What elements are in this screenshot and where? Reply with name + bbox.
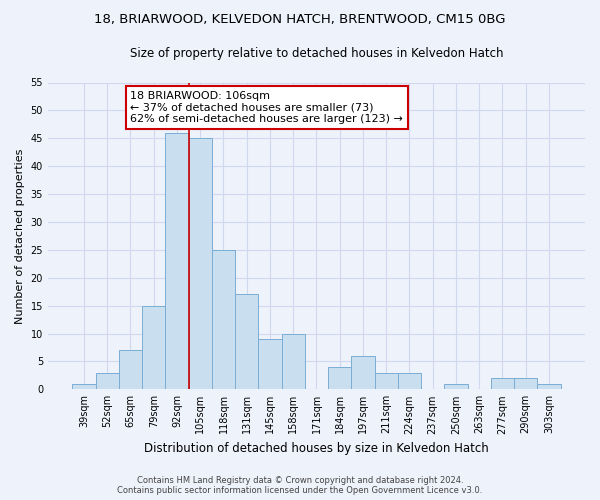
Bar (235, 294, 259, 390)
Bar (374, 372, 398, 390)
Bar (445, 384, 467, 390)
Bar (538, 384, 560, 390)
Bar (73, 384, 95, 390)
Bar (328, 367, 352, 390)
Bar (188, 138, 212, 390)
Bar (166, 132, 188, 390)
Text: 18, BRIARWOOD, KELVEDON HATCH, BRENTWOOD, CM15 0BG: 18, BRIARWOOD, KELVEDON HATCH, BRENTWOOD… (94, 12, 506, 26)
X-axis label: Distribution of detached houses by size in Kelvedon Hatch: Distribution of detached houses by size … (144, 442, 489, 455)
Bar (398, 372, 421, 390)
Bar (514, 378, 538, 390)
Bar (259, 339, 281, 390)
Bar (491, 378, 514, 390)
Bar (352, 356, 374, 390)
Text: 18 BRIARWOOD: 106sqm
← 37% of detached houses are smaller (73)
62% of semi-detac: 18 BRIARWOOD: 106sqm ← 37% of detached h… (130, 91, 403, 124)
Y-axis label: Number of detached properties: Number of detached properties (15, 148, 25, 324)
Bar (95, 372, 119, 390)
Bar (212, 250, 235, 390)
Text: Contains HM Land Registry data © Crown copyright and database right 2024.
Contai: Contains HM Land Registry data © Crown c… (118, 476, 482, 495)
Title: Size of property relative to detached houses in Kelvedon Hatch: Size of property relative to detached ho… (130, 48, 503, 60)
Bar (142, 306, 166, 390)
Bar (119, 350, 142, 390)
Bar (281, 334, 305, 390)
